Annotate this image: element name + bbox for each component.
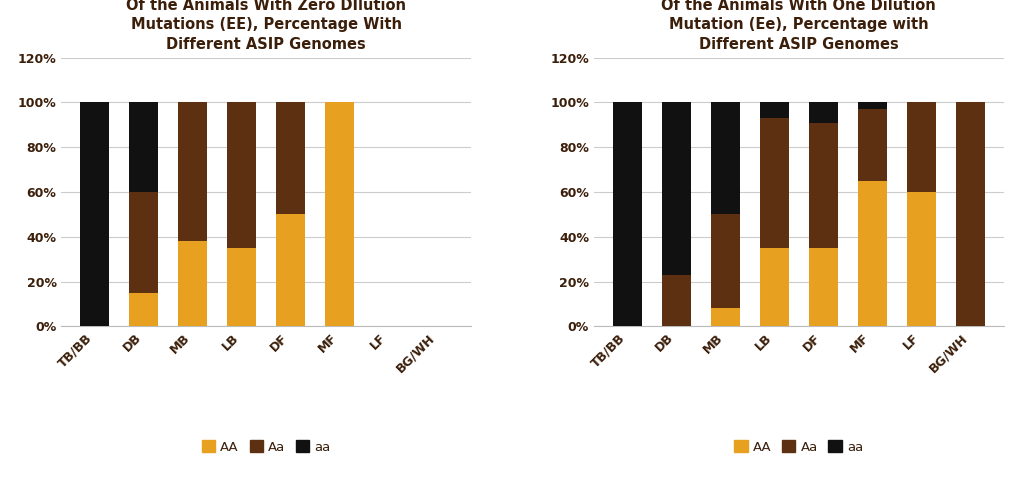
Bar — [129, 192, 159, 293]
Bar — [612, 102, 642, 326]
Bar — [906, 102, 936, 192]
Bar — [662, 102, 691, 275]
Bar — [276, 215, 305, 326]
Bar — [80, 102, 110, 326]
Bar — [809, 248, 838, 326]
Bar — [857, 109, 887, 181]
Bar — [227, 102, 256, 248]
Bar — [178, 102, 208, 241]
Bar — [325, 102, 354, 326]
Bar — [129, 293, 159, 326]
Bar — [857, 102, 887, 109]
Title: Of the Animals With One Dilution
Mutation (Ee), Percentage with
Different ASIP G: Of the Animals With One Dilution Mutatio… — [662, 0, 936, 52]
Legend: AA, Aa, aa: AA, Aa, aa — [197, 435, 336, 459]
Legend: AA, Aa, aa: AA, Aa, aa — [729, 435, 868, 459]
Bar — [178, 241, 208, 326]
Bar — [809, 102, 838, 122]
Bar — [711, 309, 740, 326]
Bar — [760, 118, 788, 248]
Bar — [955, 102, 985, 326]
Bar — [809, 122, 838, 248]
Bar — [129, 102, 159, 192]
Bar — [711, 102, 740, 215]
Bar — [227, 248, 256, 326]
Bar — [906, 192, 936, 326]
Title: Of the Animals With Zero DIlution
Mutations (EE), Percentage With
Different ASIP: Of the Animals With Zero DIlution Mutati… — [126, 0, 407, 52]
Bar — [711, 215, 740, 309]
Bar — [662, 275, 691, 326]
Bar — [857, 181, 887, 326]
Bar — [276, 102, 305, 215]
Bar — [760, 102, 788, 118]
Bar — [760, 248, 788, 326]
